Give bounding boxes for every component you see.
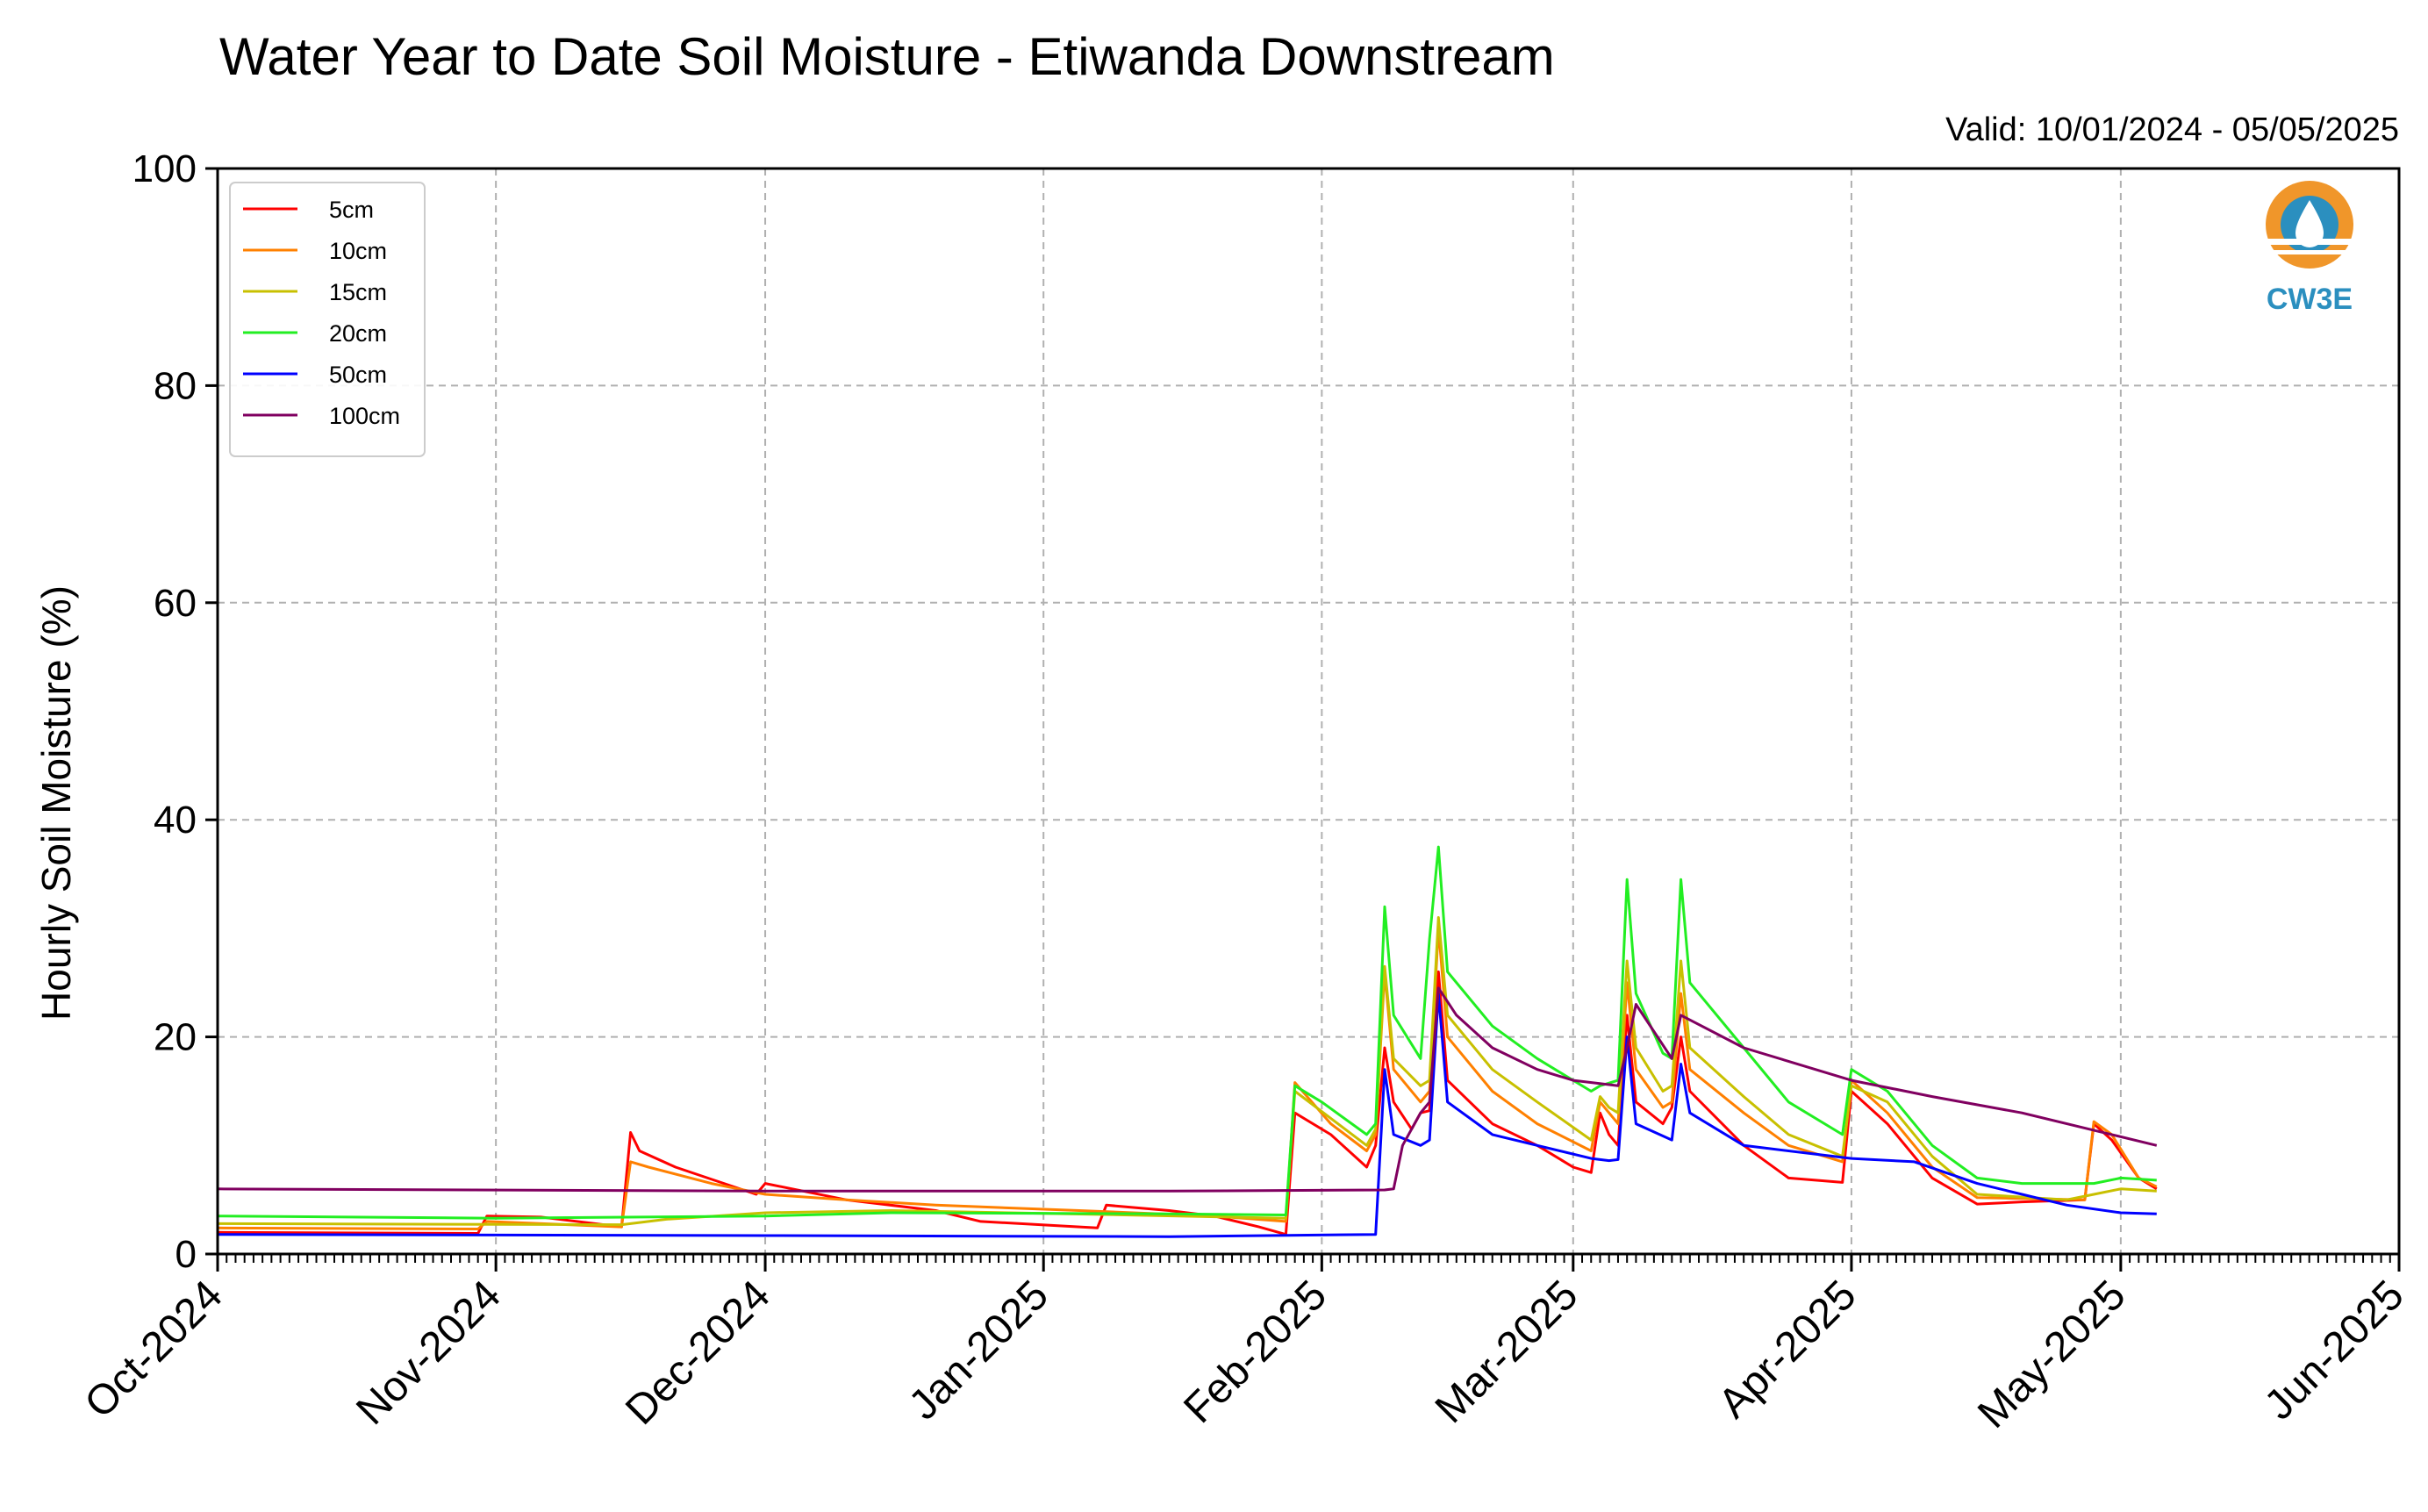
logo-wave-2 [2266,250,2353,254]
logo-wave-1 [2266,239,2353,245]
series-line-20cm [217,845,2157,1220]
legend-label: 20cm [329,320,387,347]
x-tick-label: Jun-2025 [2256,1272,2413,1429]
logo-text: CW3E [2267,283,2353,316]
plot-frame [216,167,2401,1256]
x-tick-label: Apr-2025 [1710,1272,1866,1427]
legend-label: 50cm [329,362,387,388]
y-tick-label: 20 [154,1016,197,1059]
x-tick-label: May-2025 [1969,1272,2134,1437]
y-tick-label: 0 [175,1233,197,1276]
x-tick-label: Dec-2024 [617,1272,779,1434]
water-drop-icon [2295,200,2324,247]
y-tick-label: 60 [154,582,197,625]
chart-title: Water Year to Date Soil Moisture - Etiwa… [219,27,1555,86]
series-line-50cm [217,992,2157,1238]
y-tick-label: 40 [154,799,197,842]
x-tick-label: Oct-2024 [76,1272,232,1427]
series-group [217,845,2158,1238]
series-line-15cm [217,916,2157,1227]
series-line-100cm [217,986,2158,1193]
legend-label: 15cm [329,279,387,305]
series-line-5cm [217,970,2158,1236]
valid-range: Valid: 10/01/2024 - 05/05/2025 [1945,111,2399,148]
y-axis-label: Hourly Soil Moisture (%) [33,585,79,1021]
legend-label: 5cm [329,197,374,223]
x-tick-label: Nov-2024 [347,1272,510,1434]
x-tick-label: Jan-2025 [900,1272,1057,1429]
legend: 5cm 10cm 15cm 20cm 50cm 100cm [229,182,426,457]
cw3e-logo: CW3E [2266,181,2353,316]
axis-ticks: 0 20 40 60 80 100 Oct-2024 Nov-2024 Dec-2024 Jan-… [76,147,2413,1437]
x-tick-label: Feb-2025 [1175,1272,1336,1432]
y-tick-label: 100 [133,147,197,190]
x-tick-label: Mar-2025 [1427,1272,1587,1432]
grid-lines [217,168,2400,1255]
y-tick-label: 80 [154,364,197,407]
legend-label: 100cm [329,403,400,429]
legend-label: 10cm [329,238,387,264]
